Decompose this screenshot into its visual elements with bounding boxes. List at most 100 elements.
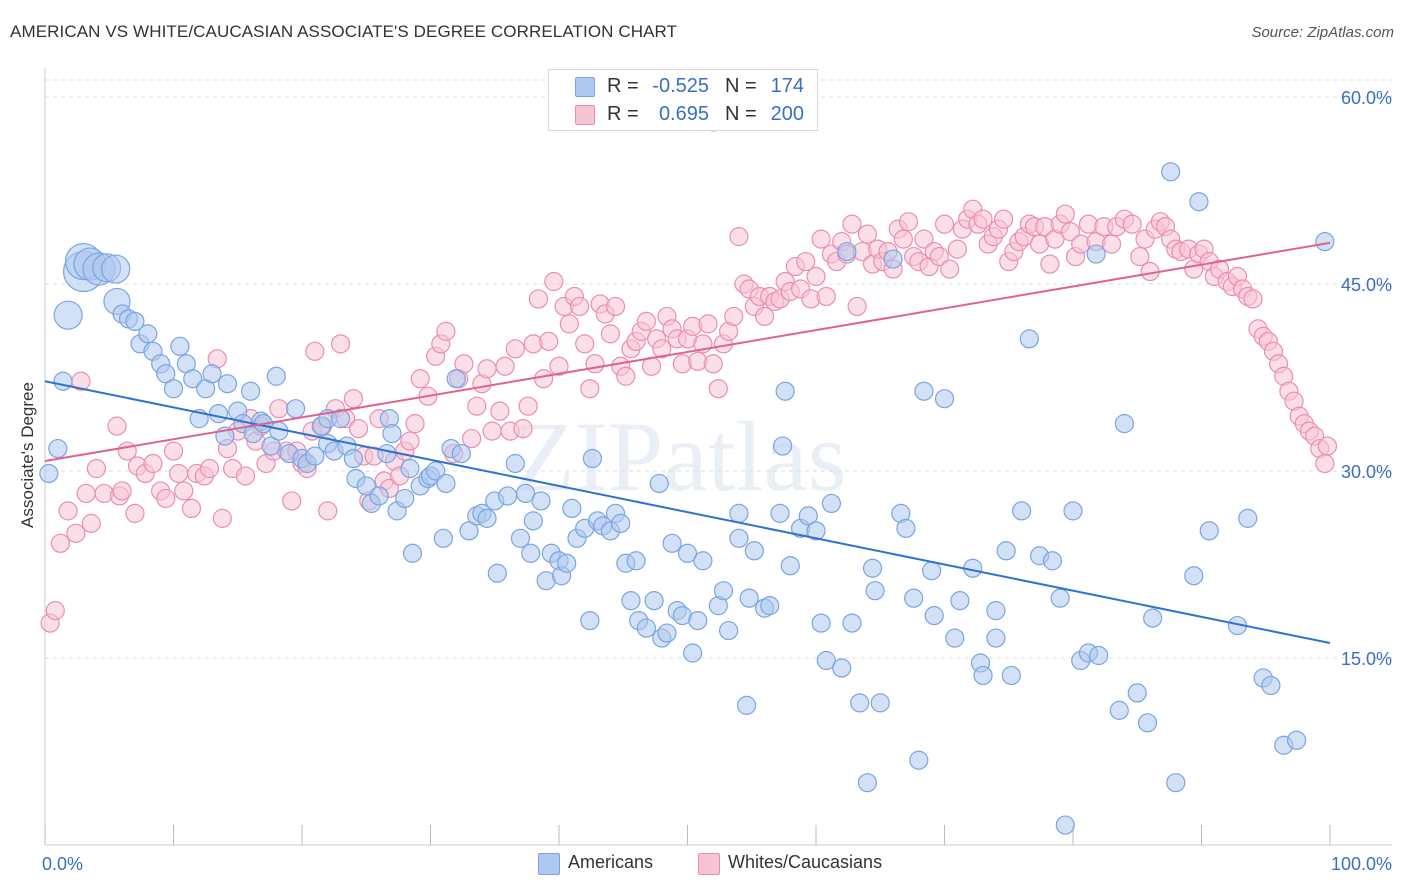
whites-point (1055, 204, 1075, 224)
whites-point (1060, 222, 1081, 242)
whites-point (330, 334, 351, 354)
americans-point (426, 461, 446, 481)
americans-point (850, 693, 870, 713)
americans-point (459, 521, 479, 541)
whites-point (1101, 234, 1122, 254)
x-tick-label: 0.0% (42, 854, 83, 874)
americans-point (832, 658, 852, 678)
legend-n-label: N = (725, 103, 757, 125)
y-axis-title: Associate's Degree (18, 382, 37, 528)
legend-item-whites: Whites/Caucasians (698, 852, 918, 876)
americans-point (1089, 645, 1109, 666)
whites-point (156, 488, 176, 509)
whites-point (708, 379, 728, 399)
americans-point (945, 628, 965, 648)
whites-point (929, 246, 949, 267)
whites-point (934, 214, 955, 234)
stats-legend: R = -0.525 N = 174 R = 0.695 N = 200 (548, 69, 818, 131)
americans-point (1238, 508, 1258, 528)
americans-point (156, 364, 176, 384)
axes (44, 68, 1392, 846)
whites-point (1317, 436, 1338, 456)
americans-point (683, 643, 703, 663)
americans-point (657, 623, 677, 643)
whites-point (125, 503, 145, 523)
x-tick-label: 100.0% (1331, 854, 1392, 874)
whites-point (513, 419, 533, 439)
whites-point (45, 601, 65, 621)
americans-point (451, 443, 471, 464)
whites-point (842, 214, 862, 234)
americans-point (713, 581, 734, 601)
americans-point (1063, 501, 1083, 521)
whites-point (163, 441, 184, 461)
watermark: ZIPatlas (513, 401, 846, 512)
whites-point (585, 354, 605, 374)
whites-point (549, 356, 569, 376)
whites-point (724, 306, 744, 327)
whites-point (505, 339, 525, 359)
americans-point (883, 249, 903, 269)
series-americans-points (39, 112, 1335, 835)
americans-point (1261, 675, 1281, 696)
americans-point (477, 508, 497, 528)
americans-point (924, 606, 944, 626)
americans-point (395, 488, 415, 509)
americans-point (857, 773, 878, 793)
americans-point (1109, 700, 1129, 720)
americans-point (1184, 566, 1204, 586)
whites-point (112, 481, 132, 501)
whites-point (600, 324, 621, 344)
americans-point (1137, 713, 1158, 733)
whites-point (806, 266, 826, 287)
whites-point (143, 453, 163, 474)
whites-point (569, 296, 590, 317)
whites-point (539, 331, 559, 351)
americans-point (208, 404, 229, 424)
chart-source: Source: ZipAtlas.com (1251, 24, 1394, 41)
whites-point (181, 498, 202, 518)
americans-point (241, 381, 261, 401)
whites-point (343, 389, 363, 409)
americans-point (382, 424, 402, 444)
americans-point (611, 513, 631, 533)
legend-row-americans: R = -0.525 N = 174 (549, 73, 817, 101)
whites-point (282, 491, 302, 511)
americans-point (487, 563, 507, 583)
whites-point (50, 533, 71, 553)
whites-point (269, 399, 289, 419)
americans-point (914, 381, 934, 401)
whites-point (66, 523, 86, 543)
whites-point (616, 366, 636, 386)
americans-point (498, 486, 518, 506)
whites-point (235, 466, 256, 486)
y-tick-label: 45.0% (1341, 275, 1392, 295)
whites-point (86, 458, 107, 479)
americans-point (1161, 162, 1181, 182)
americans-point (986, 628, 1006, 648)
whites-point (544, 271, 564, 292)
americans-point (688, 610, 708, 631)
whites-point (940, 259, 960, 279)
whites-point (559, 314, 579, 334)
americans-point (870, 693, 890, 713)
whites-point (482, 421, 502, 441)
americans-point (986, 601, 1006, 621)
whites-point (400, 431, 420, 451)
americans-point (446, 369, 466, 389)
whites-point (490, 401, 510, 421)
whites-point (857, 224, 878, 244)
americans-point (1001, 665, 1021, 686)
americans-point (737, 695, 757, 715)
americans-point (1114, 414, 1135, 434)
americans-point (48, 438, 68, 459)
whites-point (495, 356, 515, 376)
americans-point (739, 588, 759, 608)
americans-point (772, 436, 793, 456)
americans-point (580, 610, 600, 631)
americans-point (677, 543, 698, 563)
whites-point (436, 321, 456, 341)
americans-point (770, 503, 790, 523)
legend-swatch-americans (575, 77, 595, 97)
americans-point (369, 486, 389, 506)
